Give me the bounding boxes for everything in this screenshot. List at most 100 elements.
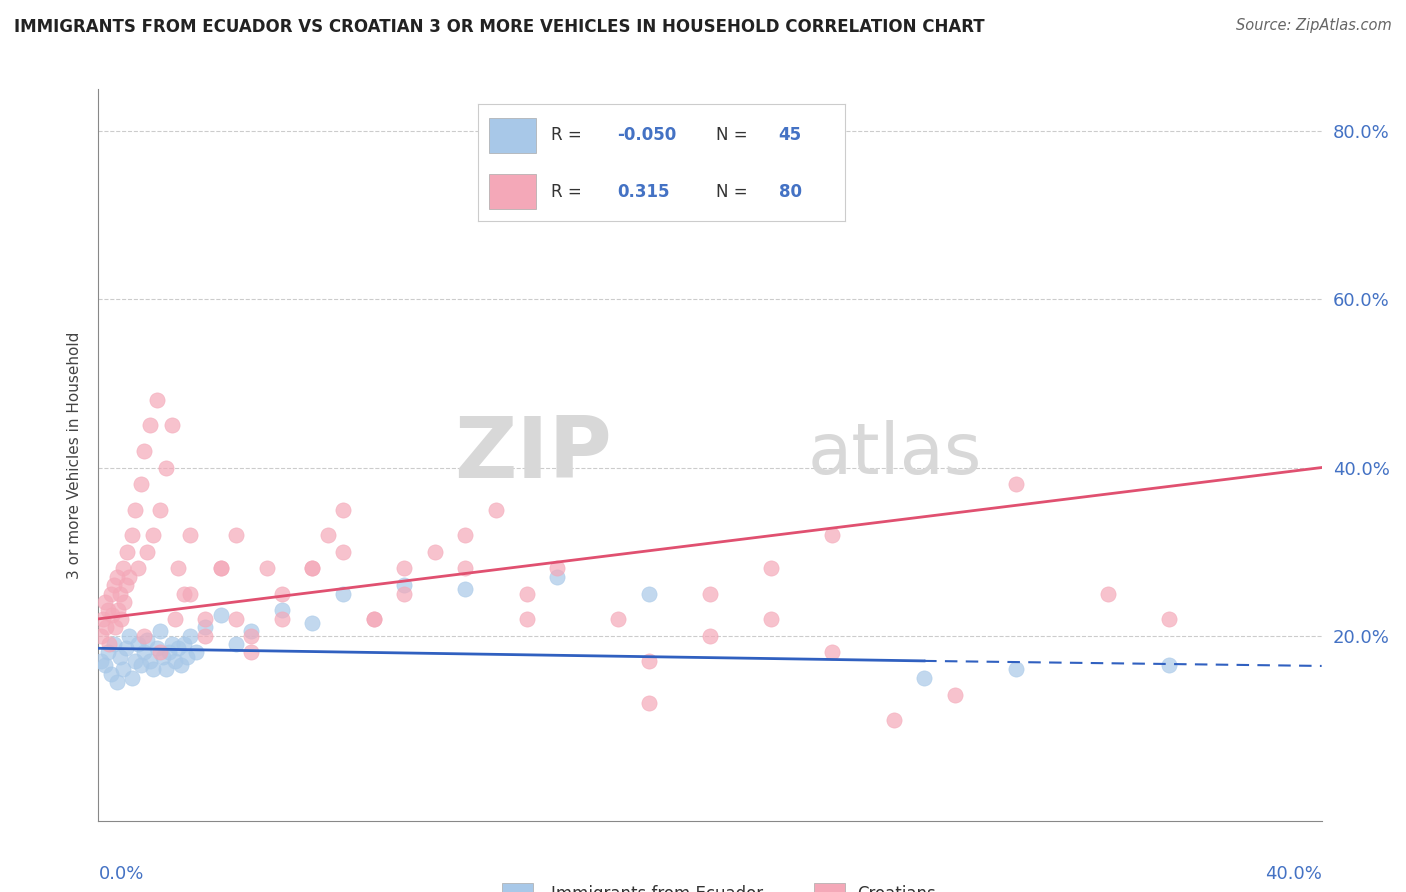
Point — [270, 612, 294, 626]
FancyBboxPatch shape — [814, 883, 845, 892]
Point — [105, 570, 128, 584]
Point — [127, 637, 149, 651]
Point — [240, 629, 263, 643]
Point — [160, 637, 183, 651]
Point — [173, 587, 195, 601]
Text: 40.0%: 40.0% — [1265, 864, 1322, 882]
Text: ZIP: ZIP — [454, 413, 612, 497]
Point — [363, 612, 385, 626]
Point — [1004, 477, 1026, 491]
Point — [179, 528, 201, 542]
Point — [1004, 662, 1026, 676]
Point — [240, 624, 263, 639]
Point — [110, 612, 132, 626]
Point — [94, 620, 117, 634]
Point — [332, 544, 354, 558]
Point — [883, 713, 905, 727]
Point — [100, 587, 122, 601]
Point — [136, 632, 159, 647]
Point — [124, 502, 146, 516]
Point — [167, 641, 190, 656]
Point — [108, 649, 131, 664]
Text: Croatians: Croatians — [856, 885, 935, 892]
Point — [115, 578, 138, 592]
Point — [576, 192, 599, 206]
Point — [225, 612, 247, 626]
Point — [392, 578, 416, 592]
Text: IMMIGRANTS FROM ECUADOR VS CROATIAN 3 OR MORE VEHICLES IN HOUSEHOLD CORRELATION : IMMIGRANTS FROM ECUADOR VS CROATIAN 3 OR… — [14, 18, 984, 36]
Point — [225, 528, 247, 542]
Point — [100, 666, 122, 681]
Point — [176, 649, 198, 664]
Point — [121, 671, 143, 685]
Point — [115, 641, 138, 656]
Point — [516, 612, 538, 626]
Point — [142, 662, 165, 676]
Point — [699, 587, 721, 601]
Point — [423, 544, 446, 558]
Point — [121, 528, 143, 542]
Point — [112, 595, 135, 609]
Point — [363, 612, 385, 626]
Point — [90, 629, 112, 643]
Point — [301, 616, 323, 631]
Point — [761, 612, 783, 626]
Point — [93, 658, 115, 673]
Point — [129, 658, 152, 673]
Point — [145, 393, 167, 408]
Point — [546, 561, 568, 575]
Point — [139, 418, 162, 433]
Text: 0.0%: 0.0% — [98, 864, 143, 882]
Point — [179, 587, 201, 601]
Point — [111, 561, 134, 575]
Point — [1097, 587, 1119, 601]
Point — [912, 671, 935, 685]
Point — [149, 502, 172, 516]
Point — [93, 595, 115, 609]
Point — [155, 662, 177, 676]
Point — [240, 645, 263, 659]
Point — [270, 603, 294, 617]
Point — [392, 587, 416, 601]
Point — [638, 587, 661, 601]
Point — [821, 645, 844, 659]
Point — [160, 418, 183, 433]
Point — [699, 629, 721, 643]
Text: Source: ZipAtlas.com: Source: ZipAtlas.com — [1236, 18, 1392, 33]
Point — [186, 645, 208, 659]
Point — [118, 629, 141, 643]
Point — [104, 620, 127, 634]
Point — [332, 587, 354, 601]
Point — [163, 654, 186, 668]
Point — [485, 502, 508, 516]
Point — [607, 612, 630, 626]
Point — [157, 645, 180, 659]
Point — [90, 654, 112, 668]
Point — [454, 528, 477, 542]
Point — [101, 607, 124, 622]
Text: Immigrants from Ecuador: Immigrants from Ecuador — [551, 885, 763, 892]
Point — [209, 607, 232, 622]
Point — [821, 528, 844, 542]
Point — [149, 645, 172, 659]
Point — [316, 528, 339, 542]
Point — [136, 544, 159, 558]
Point — [943, 688, 966, 702]
Point — [149, 624, 172, 639]
Point — [117, 544, 139, 558]
Point — [301, 561, 323, 575]
Point — [105, 674, 128, 689]
Point — [167, 561, 190, 575]
Point — [108, 587, 131, 601]
Point — [103, 578, 125, 592]
Point — [1157, 658, 1180, 673]
Point — [638, 696, 661, 710]
Point — [129, 477, 152, 491]
Point — [118, 570, 141, 584]
Point — [107, 603, 129, 617]
Point — [134, 443, 156, 458]
Point — [194, 629, 217, 643]
Point — [98, 637, 121, 651]
Point — [1157, 612, 1180, 626]
Point — [163, 612, 186, 626]
